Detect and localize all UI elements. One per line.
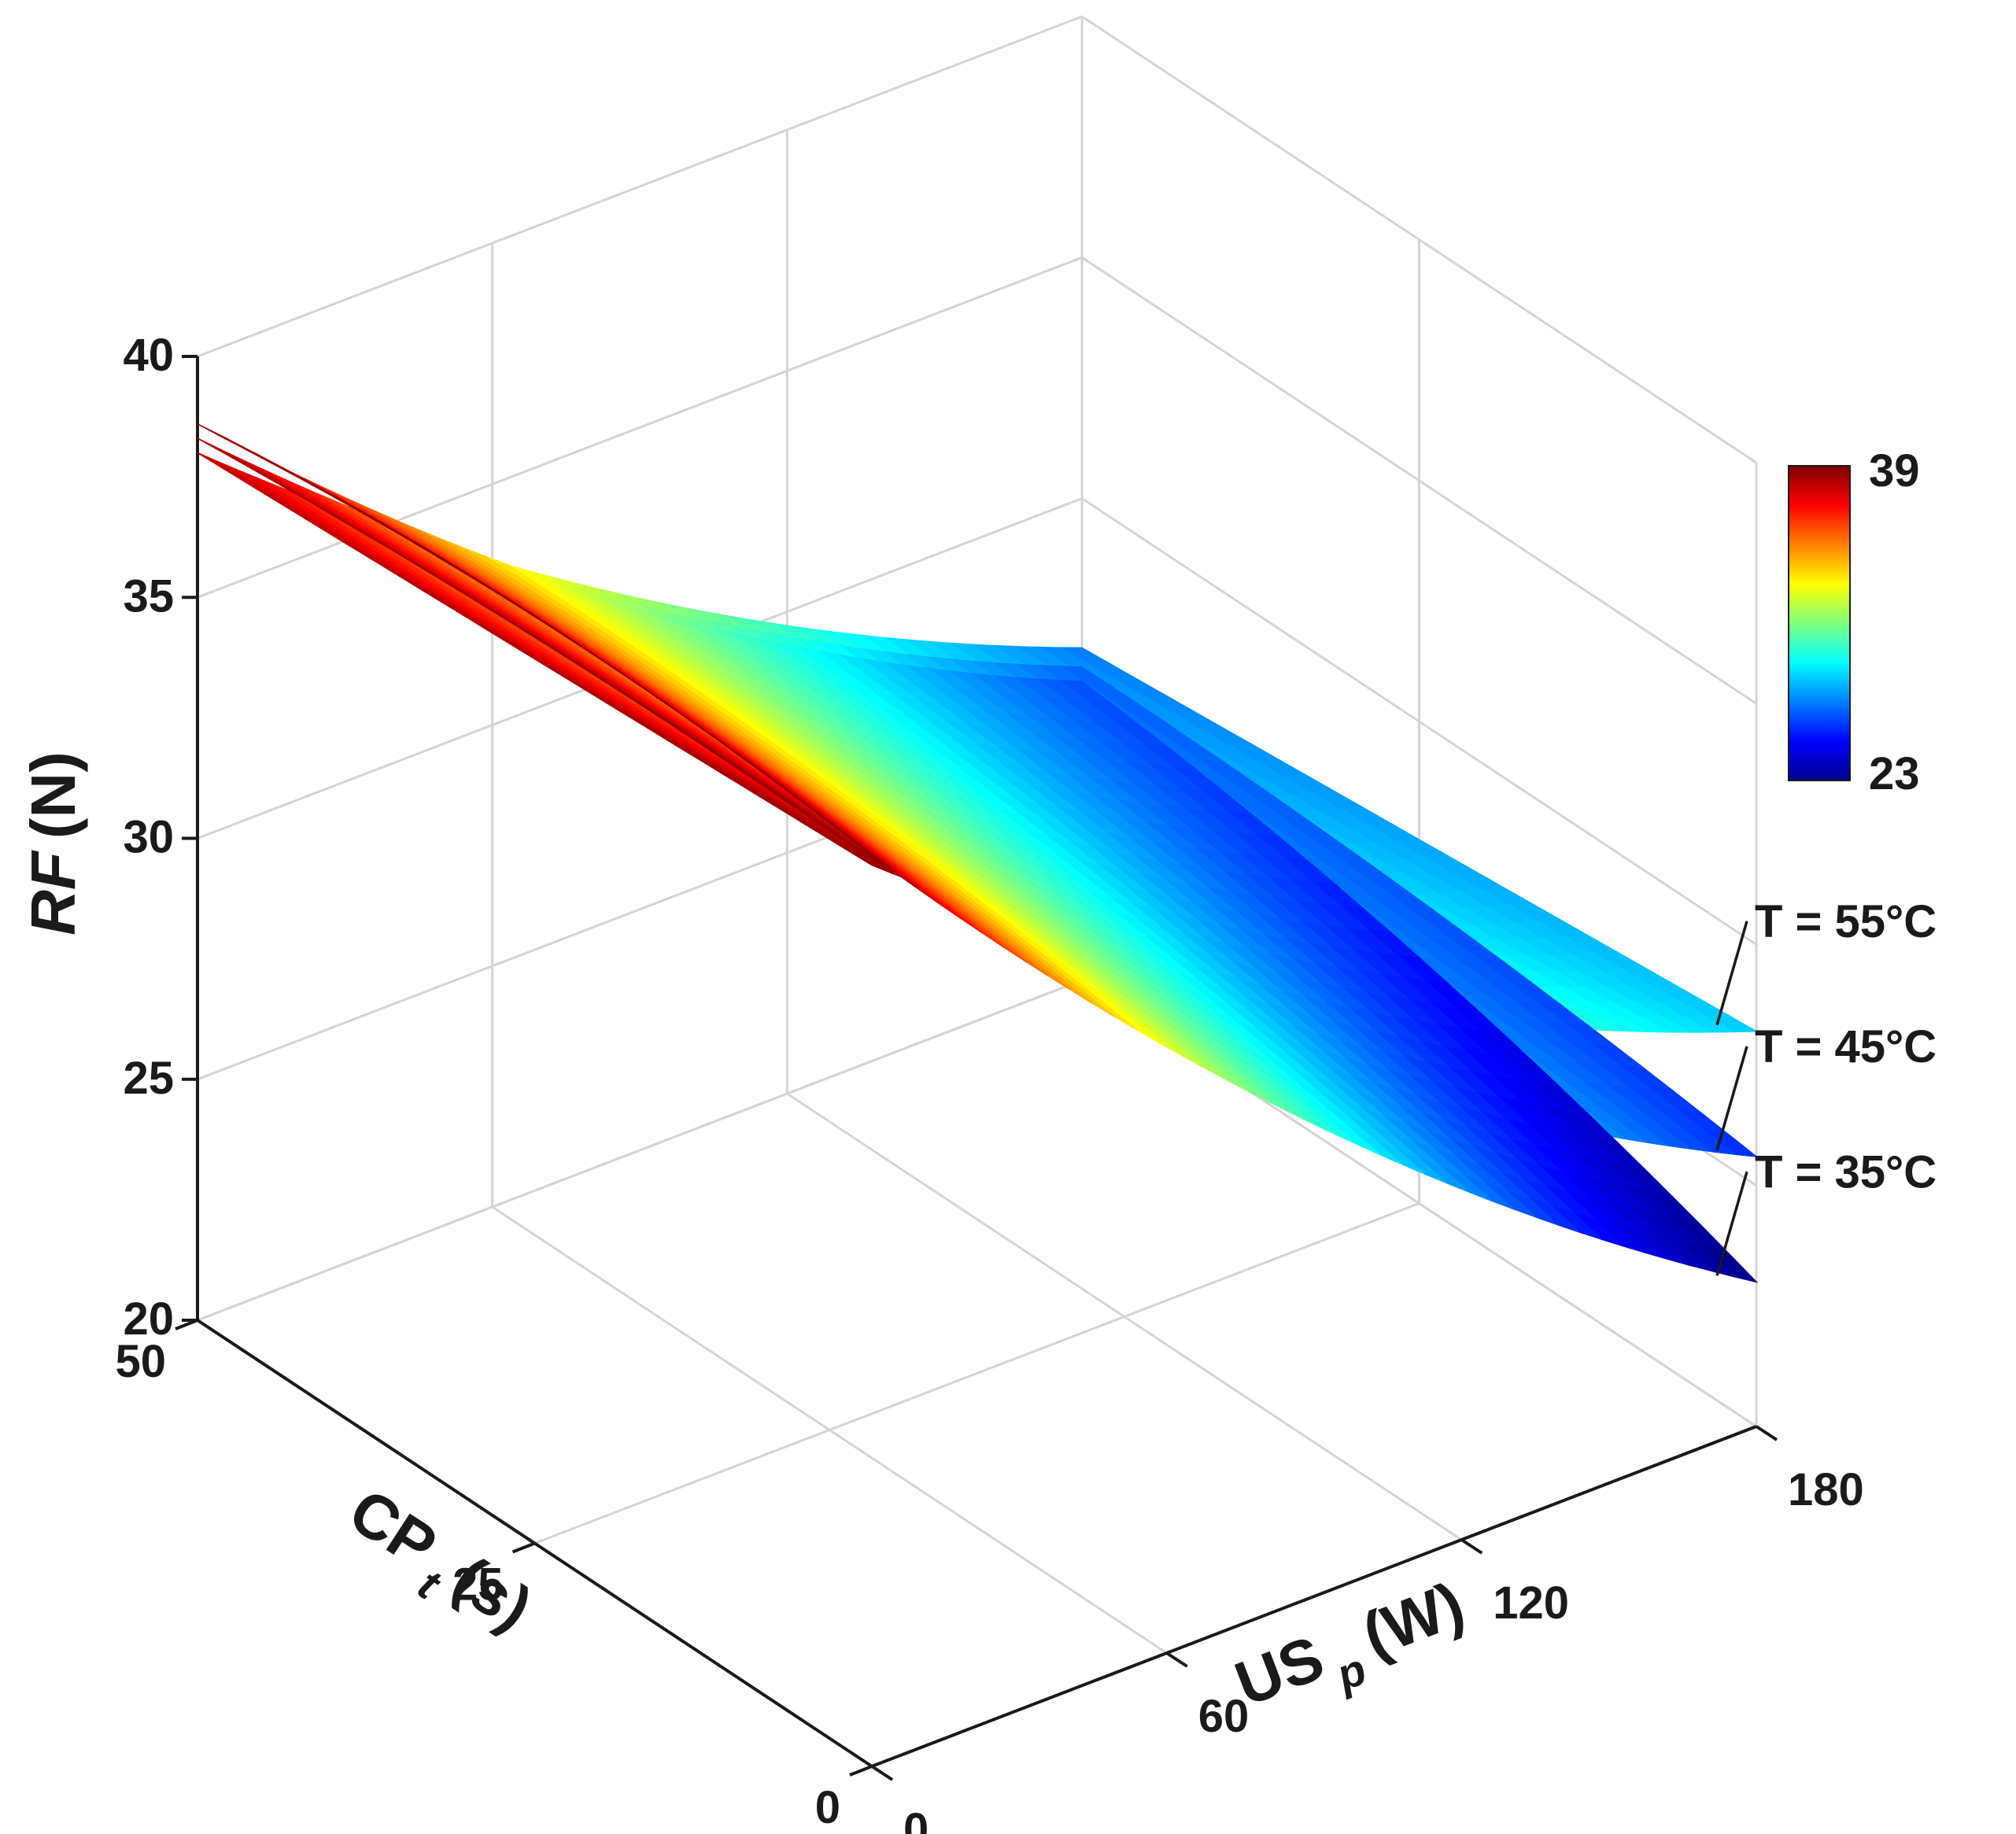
grid-line — [197, 15, 1083, 358]
colorbar-max-label: 39 — [1869, 445, 1920, 496]
z-tick-label: 40 — [123, 330, 174, 381]
surfaces — [197, 423, 1759, 1283]
y-tick-mark — [511, 1541, 536, 1554]
x-tick-mark — [1755, 1425, 1778, 1441]
surface-leader-line — [1715, 1046, 1748, 1151]
x-axis-line — [871, 1425, 1757, 1768]
z-tick-label: 25 — [123, 1053, 174, 1104]
grid-line — [1081, 256, 1757, 705]
surface-label: T = 55°C — [1755, 896, 1937, 947]
grid-line — [197, 979, 1083, 1322]
surface-label: T = 45°C — [1755, 1021, 1937, 1072]
surface-patch — [843, 847, 895, 875]
surface-patch — [843, 832, 895, 873]
y-tick-label: 25 — [452, 1559, 504, 1611]
grid-line — [1081, 497, 1757, 946]
y-tick-mark — [849, 1765, 873, 1777]
z-tick-label: 35 — [123, 570, 174, 622]
x-tick-mark — [1460, 1538, 1483, 1555]
surface-patch — [843, 840, 895, 873]
z-tick-label: 30 — [123, 812, 174, 863]
surface-leader-line — [1715, 921, 1748, 1026]
surface-patch — [197, 452, 249, 481]
surface-label: T = 35°C — [1755, 1146, 1937, 1197]
colorbar: 39 23 — [1788, 445, 1920, 799]
z-axis-title: RF(N) — [18, 751, 88, 935]
x-tick-label: 60 — [1198, 1691, 1250, 1742]
y-tick-label: 0 — [815, 1782, 840, 1833]
x-axis-title: USp(W) — [1226, 1569, 1479, 1735]
x-tick-label: 120 — [1493, 1578, 1569, 1629]
surface-leader-line — [1715, 1171, 1748, 1276]
grid-line — [197, 256, 1083, 599]
z-tick-label: 20 — [123, 1293, 174, 1345]
grid-line — [534, 1202, 1420, 1544]
surface-3 — [197, 423, 1759, 1283]
grid-line — [1081, 15, 1757, 464]
x-tick-label: 180 — [1788, 1464, 1864, 1515]
x-tick-label: 0 — [903, 1804, 929, 1834]
x-tick-mark — [870, 1765, 894, 1781]
y-tick-label: 50 — [115, 1336, 166, 1387]
x-tick-mark — [1165, 1651, 1188, 1668]
colorbar-min-label: 23 — [1869, 748, 1920, 799]
y-axis-title: CPt(s) — [328, 1475, 544, 1657]
axes — [175, 355, 1778, 1781]
colorbar-gradient — [1788, 465, 1851, 781]
